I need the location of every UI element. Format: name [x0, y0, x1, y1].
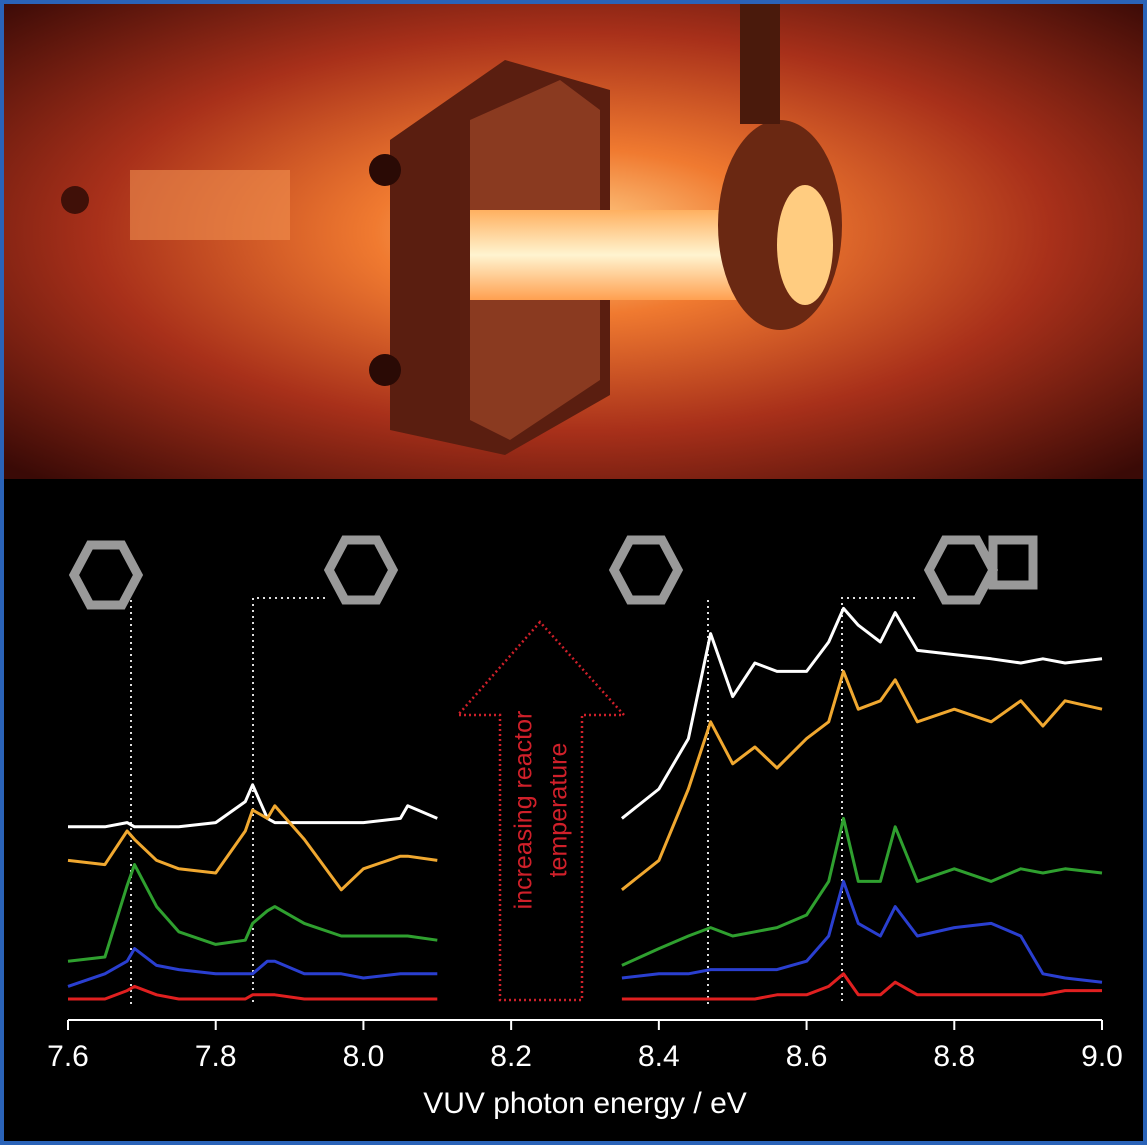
photo-hole: [61, 186, 89, 214]
annotation: increasing reactor: [510, 711, 538, 910]
x-tick-label: 8.2: [490, 1040, 532, 1073]
x-tick-label: 8.8: [933, 1040, 975, 1073]
annotation: temperature: [545, 743, 573, 878]
page: {"chart_data": {"type": "line", "xlabel"…: [0, 0, 1147, 1145]
x-tick-label: 7.8: [195, 1040, 237, 1073]
photo-nozzle-glow: [777, 185, 833, 305]
cover: increasing reactor temperature VUV photo…: [0, 0, 1147, 1145]
photo-bolt: [369, 354, 401, 386]
x-axis-label: VUV photon energy / eV: [423, 1087, 747, 1120]
photo-bolt: [369, 154, 401, 186]
x-tick-label: 7.6: [47, 1040, 89, 1073]
x-tick-label: 8.6: [786, 1040, 828, 1073]
photo-screw: [740, 4, 780, 124]
x-tick-label: 9.0: [1081, 1040, 1123, 1073]
x-tick-label: 8.0: [343, 1040, 385, 1073]
x-tick-label: 8.4: [638, 1040, 680, 1073]
photo-glow: [130, 170, 290, 240]
